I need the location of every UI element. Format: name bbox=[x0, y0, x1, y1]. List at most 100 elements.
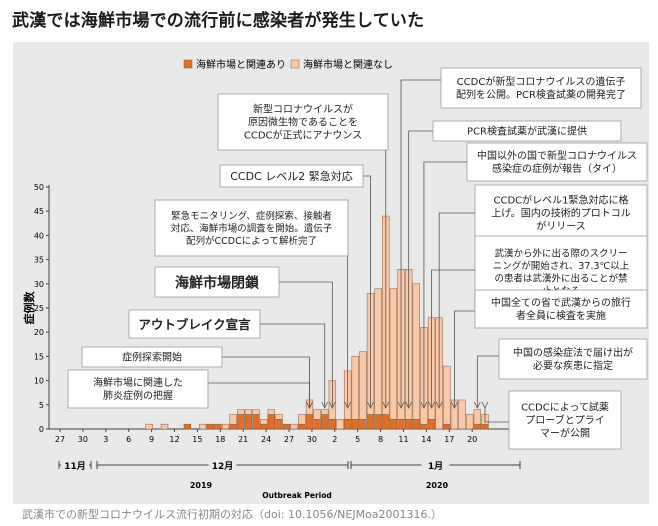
annotation-leader bbox=[208, 382, 310, 407]
annotation-text: アウトブレイク宣言 bbox=[138, 317, 251, 332]
annotation-box bbox=[466, 142, 648, 182]
annotation-box bbox=[154, 199, 349, 257]
annotation-text: 感染症の症例が報告（タイ） bbox=[492, 162, 622, 175]
bar-unlinked bbox=[252, 409, 260, 415]
bar-linked bbox=[397, 419, 405, 430]
x-tick-label: 6 bbox=[126, 435, 131, 444]
x-tick-label: 5 bbox=[355, 435, 360, 444]
annotation-leader bbox=[408, 130, 433, 407]
bar-unlinked bbox=[267, 409, 275, 415]
bar-unlinked bbox=[466, 414, 474, 430]
annotation-leader bbox=[260, 323, 326, 407]
x-tick-label: 15 bbox=[192, 435, 202, 444]
bar-unlinked bbox=[321, 409, 329, 415]
bar-linked bbox=[313, 419, 321, 430]
bar-unlinked bbox=[290, 423, 298, 430]
bar-linked bbox=[275, 419, 283, 430]
annotation-text: PCR検査試薬が武漢に提供 bbox=[467, 125, 587, 138]
bar-linked bbox=[481, 423, 489, 430]
annotation-leader bbox=[423, 161, 467, 407]
x-tick-label: 3 bbox=[103, 435, 108, 444]
y-tick-label: 45 bbox=[34, 207, 44, 216]
annotation-leader bbox=[363, 175, 371, 407]
bar-unlinked bbox=[313, 409, 321, 420]
annotation-text: CCDCが新型コロナウイルスの遺伝子 bbox=[457, 75, 626, 88]
bar-unlinked bbox=[389, 288, 398, 420]
bar-linked bbox=[473, 423, 482, 430]
bar-unlinked bbox=[221, 423, 230, 430]
annotation-arrowhead bbox=[420, 401, 428, 409]
bar-linked bbox=[183, 423, 192, 430]
bar-linked bbox=[206, 423, 214, 430]
annotation-text: の患者は武漢外に出ることが禁 bbox=[494, 273, 628, 285]
bar-linked bbox=[328, 419, 337, 430]
x-tick-label: 2 bbox=[332, 435, 337, 444]
bar-unlinked bbox=[160, 423, 169, 430]
annotation-text: 肺炎症例の把握 bbox=[103, 389, 173, 402]
annotation-leader bbox=[438, 212, 475, 407]
bar-linked bbox=[305, 414, 314, 430]
annotation-text: プローブとプライ bbox=[525, 414, 604, 427]
x-tick-label: 24 bbox=[261, 435, 271, 444]
x-tick-label: 11 bbox=[398, 435, 408, 444]
annotation-text: CCDCがレベル1緊急対応に格 bbox=[493, 194, 628, 207]
y-tick-label: 10 bbox=[34, 377, 44, 386]
annotation-box bbox=[474, 184, 648, 242]
annotation-box bbox=[440, 67, 642, 109]
y-tick-label: 30 bbox=[34, 280, 44, 289]
bar-linked bbox=[214, 423, 222, 430]
annotation-leader bbox=[279, 281, 333, 407]
annotation-box bbox=[508, 390, 622, 450]
annotation-arrowhead bbox=[382, 401, 390, 409]
headline: 武漢では海鮮市場での流行前に感染者が発生していた bbox=[12, 11, 425, 31]
y-tick-label: 0 bbox=[39, 425, 44, 434]
annotation-box bbox=[432, 120, 622, 142]
x-tick-label: 20 bbox=[467, 435, 477, 444]
annotation-text: 中国全ての省で武漢からの旅行 bbox=[491, 296, 631, 309]
y-tick-label: 40 bbox=[34, 231, 44, 240]
bar-unlinked bbox=[336, 419, 344, 430]
annotation-leader bbox=[454, 310, 475, 407]
annotation-leader bbox=[484, 407, 509, 423]
annotation-leader bbox=[222, 356, 310, 407]
annotation-arrowhead bbox=[481, 401, 489, 409]
month-january-label: 1月 bbox=[428, 461, 443, 472]
annotation-text: 原因微生物であることを bbox=[248, 116, 358, 129]
year-label-2019: 2019 bbox=[190, 481, 213, 490]
annotation-text: 必要な疾患に指定 bbox=[533, 359, 613, 372]
annotation-arrowhead bbox=[367, 401, 374, 409]
annotation-leader bbox=[400, 79, 441, 407]
x-tick-label: 30 bbox=[307, 435, 317, 444]
annotation-text: 症例探索開始 bbox=[122, 351, 182, 364]
bar-linked bbox=[260, 423, 268, 430]
bar-linked bbox=[321, 414, 329, 430]
month-november-label: 11月 bbox=[64, 461, 86, 472]
x-tick-label: 27 bbox=[55, 435, 65, 444]
bar-linked bbox=[382, 414, 390, 430]
annotation-leader bbox=[476, 355, 499, 407]
annotation-text: CCDCが正式にアナウンス bbox=[244, 129, 362, 142]
x-tick-label: 12 bbox=[169, 435, 179, 444]
bar-linked bbox=[389, 419, 398, 430]
annotation-box bbox=[154, 266, 280, 298]
y-tick-label: 35 bbox=[34, 256, 44, 265]
bar-unlinked bbox=[198, 423, 207, 430]
bar-unlinked bbox=[275, 414, 283, 420]
annotation-arrowhead bbox=[435, 401, 443, 409]
source-caption: 武漢市での新型コロナウイルス流行初期の対応（doi: 10.1056/NEJMo… bbox=[22, 508, 443, 521]
annotation-arrowhead bbox=[451, 401, 458, 409]
annotation-box bbox=[81, 346, 223, 368]
annotation-arrowhead bbox=[344, 401, 351, 409]
y-tick-label: 15 bbox=[34, 352, 44, 361]
annotation-text: CCDCによって試薬 bbox=[521, 401, 609, 414]
x-tick-label: 17 bbox=[444, 435, 454, 444]
annotation-box bbox=[128, 309, 261, 339]
bar-linked bbox=[229, 423, 237, 430]
x-tick-label: 14 bbox=[421, 435, 431, 444]
epidemic-curve-chart: 海鮮市場と関連あり 海鮮市場と関連なし05101520253035404550症例… bbox=[22, 58, 648, 500]
annotation-text: 新型コロナウイルスが bbox=[253, 103, 353, 116]
bar-unlinked bbox=[473, 409, 482, 425]
x-tick-label: 8 bbox=[378, 435, 383, 444]
annotation-arrowhead bbox=[321, 401, 329, 409]
bar-linked bbox=[282, 423, 291, 430]
